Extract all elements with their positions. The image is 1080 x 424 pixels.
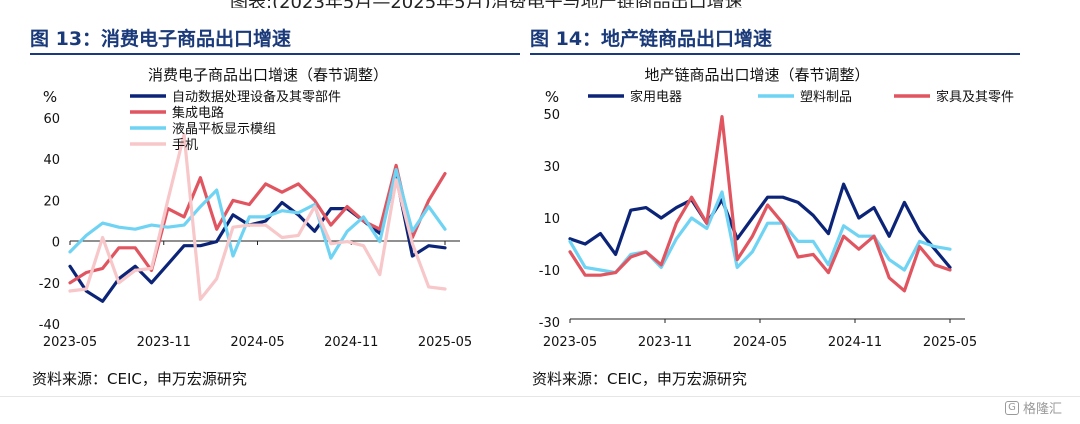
consumer-electronics-chart: 消费电子商品出口增速（春节调整）% -40 -20 0 20 40 60 2023-05 202… [39,66,472,350]
series-line-2 [568,190,952,275]
chart-title: 地产链商品出口增速（春节调整） [644,66,869,84]
legend-label: 手机 [172,138,198,153]
series-line-2 [68,163,447,285]
y-tick-label: 40 [43,153,60,168]
figure-13-rule [30,53,520,55]
y-tick-label: -30 [539,316,560,331]
x-tick-label: 2025-05 [418,335,472,350]
y-tick-label: 20 [43,194,60,209]
series-line-3 [68,167,447,260]
y-tick-label: -40 [39,318,60,333]
x-tick-label: 2025-05 [923,335,977,350]
watermark-text: 格隆汇 [1022,402,1062,417]
y-tick-label: 50 [543,108,560,123]
series-line-1 [568,182,952,269]
y-unit-label: % [545,88,559,106]
y-tick-label: -10 [539,264,560,279]
legend-label: 自动数据处理设备及其零部件 [172,89,341,105]
figure-14: 图 14：地产链商品出口增速 地产链商品出口增速（春节调整）% -30 -10 10 3… [530,24,1040,354]
source-note-left: 资料来源：CEIC，申万宏源研究 [32,370,247,388]
footer-divider [0,396,1080,397]
x-tick-label: 2023-05 [543,335,597,350]
legend-label: 家具及其零件 [936,89,1014,105]
y-tick-label: 30 [543,160,560,175]
x-tick-label: 2023-05 [43,335,97,350]
figure-14-title: 图 14：地产链商品出口增速 [530,28,773,50]
source-note-right: 资料来源：CEIC，申万宏源研究 [532,370,747,388]
chart-title: 消费电子商品出口增速（春节调整） [148,66,388,84]
watermark: G 格隆汇 [1004,398,1062,417]
watermark-icon: G [1004,400,1019,415]
y-tick-label: 10 [543,212,560,227]
x-tick-label: 2024-11 [324,335,378,350]
x-tick-label: 2024-11 [828,335,882,350]
series-line-3 [568,114,952,293]
y-tick-label: 60 [43,112,60,127]
cropped-header-text: 图表:(2023年5月—2025年5月)消费电子与地产链商品出口增速 [230,0,1080,8]
legend-label: 液晶平板显示模组 [172,122,276,137]
legend-label: 塑料制品 [800,90,852,105]
x-tick-label: 2024-05 [733,335,787,350]
figure-13: 图 13：消费电子商品出口增速 消费电子商品出口增速（春节调整）% -40 -20 0… [30,24,540,354]
figure-14-rule [530,53,1020,55]
cropped-header: 图表:(2023年5月—2025年5月)消费电子与地产链商品出口增速 [0,0,1080,8]
y-unit-label: % [43,88,57,106]
y-tick-label: 0 [52,236,60,251]
x-tick-label: 2023-11 [137,335,191,350]
property-chain-chart: 地产链商品出口增速（春节调整）% -30 -10 10 30 50 2023-05 2023-… [539,66,1014,350]
series-line-4 [68,132,447,301]
legend-label: 集成电路 [172,105,224,121]
x-tick-label: 2024-05 [230,335,284,350]
x-tick-label: 2023-11 [638,335,692,350]
legend-label: 家用电器 [630,89,682,105]
figure-13-title: 图 13：消费电子商品出口增速 [30,28,292,50]
y-tick-label: -20 [39,277,60,292]
